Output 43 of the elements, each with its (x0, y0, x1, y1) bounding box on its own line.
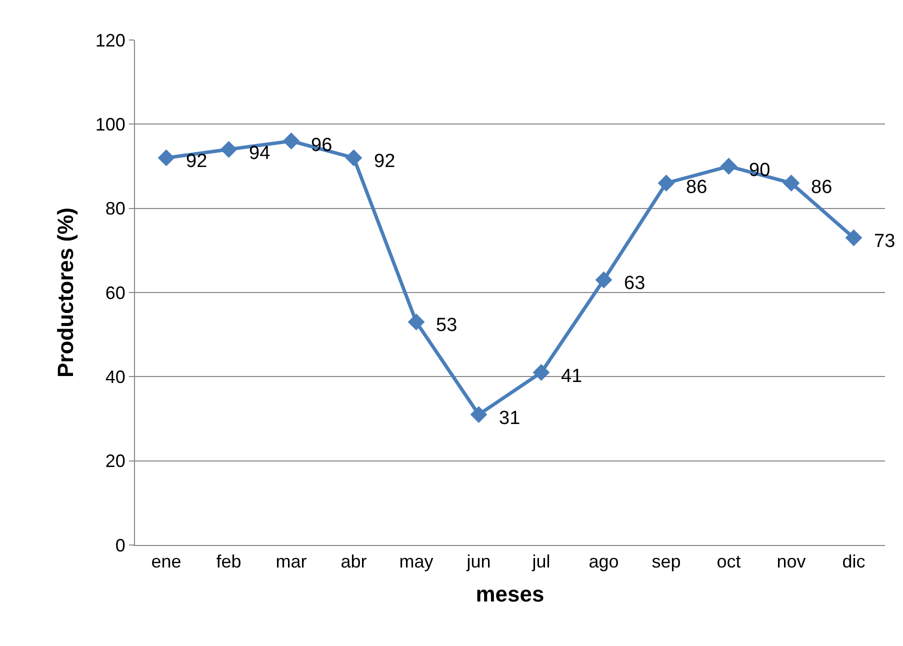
point (470, 406, 488, 423)
point (782, 174, 800, 192)
x-tick-label: dic (842, 552, 866, 572)
y-tick-label: 0 (115, 535, 126, 556)
x-tick-label: feb (216, 552, 242, 572)
y-tick-label: 80 (105, 198, 126, 219)
point (158, 149, 175, 166)
x-tick-label: may (399, 552, 434, 572)
data-label: 53 (436, 315, 458, 336)
point (282, 132, 300, 150)
x-tick-label: sep (652, 552, 681, 572)
point (720, 158, 738, 175)
data-label: 86 (811, 177, 832, 198)
y-tick-label: 20 (105, 451, 126, 472)
data-label: 92 (374, 151, 396, 172)
point (532, 364, 550, 381)
y-tick-label: 40 (105, 366, 126, 387)
data-label: 92 (186, 151, 208, 172)
y-tick-label: 100 (95, 114, 126, 134)
y-axis-title: Productores (%) (53, 208, 78, 378)
x-tick-label: ago (588, 552, 619, 572)
data-label: 63 (624, 273, 646, 294)
x-tick-label: nov (776, 552, 806, 572)
data-label: 94 (249, 143, 271, 164)
point (345, 149, 362, 166)
data-label: 73 (874, 231, 896, 252)
y-tick-label: 120 (95, 30, 126, 50)
x-tick-label: jun (466, 552, 491, 572)
x-tick-label: ene (151, 552, 182, 572)
point (595, 271, 612, 288)
point (408, 314, 425, 330)
y-tick-label: 60 (105, 282, 126, 303)
x-tick-label: jul (531, 552, 550, 572)
x-axis-title: meses (476, 582, 544, 606)
x-tick-label: abr (340, 552, 367, 572)
x-tick-label: mar (276, 552, 307, 572)
point (220, 140, 238, 158)
data-label: 86 (686, 177, 708, 198)
data-label: 41 (561, 366, 582, 387)
data-label: 31 (499, 408, 520, 429)
point (845, 229, 862, 246)
x-tick-label: oct (716, 552, 741, 572)
point (658, 174, 675, 192)
